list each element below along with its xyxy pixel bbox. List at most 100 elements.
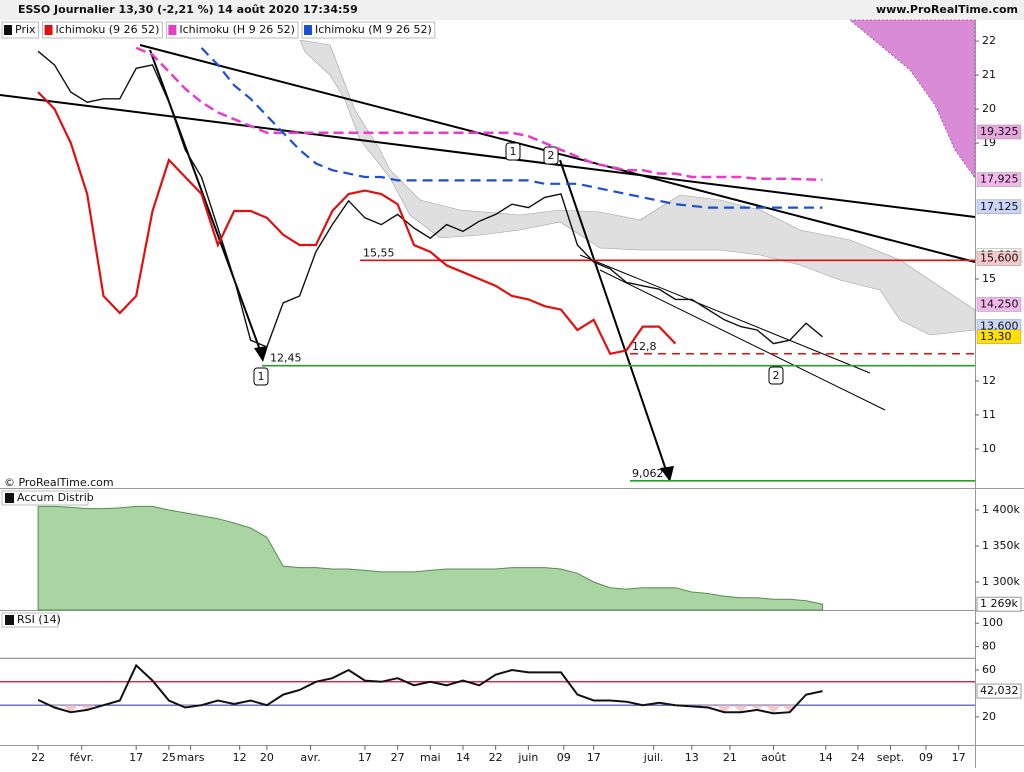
last-value-box (976, 683, 1022, 699)
x-tick-label: 17 (587, 751, 601, 764)
panel-title-box (1, 612, 59, 628)
legend-box (1, 21, 40, 39)
wave-box (505, 142, 521, 161)
x-tick-label: 21 (723, 751, 737, 764)
wave-label: 2 (548, 149, 555, 162)
price-label-box (976, 172, 1022, 187)
x-tick-label: 12 (233, 751, 247, 764)
wave-box (768, 366, 784, 385)
legend-box (301, 21, 436, 39)
x-tick-label: 14 (819, 751, 833, 764)
wave-box (253, 367, 269, 386)
price-label-box (976, 251, 1022, 266)
price-label: 15,600 (980, 252, 1019, 265)
arrow-head (254, 346, 268, 362)
series-line (200, 47, 823, 209)
legend-label: Ichimoku (M 9 26 52) (315, 23, 432, 36)
x-tick-label: 27 (391, 751, 405, 764)
y-tick-label: 22 (982, 34, 996, 47)
panel-title: Accum Distrib (17, 491, 94, 504)
x-tick-label: 22 (31, 751, 45, 764)
wave-label: 1 (258, 370, 265, 383)
y-tick-label: 19 (982, 136, 996, 149)
y-tick-label: 100 (982, 616, 1003, 629)
x-tick-label: 13 (685, 751, 699, 764)
price-label-box (976, 199, 1022, 215)
series-line (37, 50, 823, 348)
arrow-line (559, 159, 667, 471)
x-tick-label: 17 (952, 751, 966, 764)
y-tick-label: 20 (982, 102, 996, 115)
last-value-label: 1 269k (980, 597, 1018, 610)
x-tick-label: 09 (919, 751, 933, 764)
series-line (135, 46, 823, 181)
price-label: 19,325 (980, 125, 1019, 138)
legend-box (165, 21, 299, 39)
level-label: 9,062 (632, 467, 664, 480)
last-value-box (976, 596, 1022, 612)
x-tick-label: 17 (358, 751, 372, 764)
x-tick-label: juil. (643, 751, 664, 764)
channel-line (579, 254, 871, 374)
y-tick-label: 15 (982, 272, 996, 285)
wave-label: 2 (773, 369, 780, 382)
x-tick-label: 09 (557, 751, 571, 764)
y-tick-label: 12 (982, 374, 996, 387)
header-bar (0, 0, 1024, 20)
panel-swatch (5, 615, 14, 625)
panel-title: RSI (14) (17, 613, 61, 626)
price-label: 13,600 (980, 320, 1019, 333)
cloud-upper (848, 19, 976, 180)
price-label: 14,250 (980, 297, 1019, 310)
level-label: 12,8 (632, 340, 657, 353)
legend-swatch (168, 25, 177, 35)
y-tick-label: 20 (982, 710, 996, 723)
trend-line (0, 94, 976, 218)
x-tick-label: 14 (456, 751, 470, 764)
x-tick-label: 25 (162, 751, 176, 764)
area (37, 505, 823, 611)
y-tick-label: 1 400k (982, 503, 1020, 516)
cloud (299, 39, 976, 336)
legend-label: Ichimoku (H 9 26 52) (179, 23, 295, 36)
panel-swatch (5, 493, 14, 503)
site-name: www.ProRealTime.com (876, 3, 1018, 16)
panel-title-box (1, 490, 89, 506)
x-tick-label: avr. (300, 751, 320, 764)
price-label: 13,30 (980, 330, 1012, 343)
y-tick-label: 80 (982, 640, 996, 653)
x-tick-label: août (761, 751, 786, 764)
level-label: 15,55 (363, 246, 395, 259)
last-value-label: 42,032 (980, 684, 1019, 697)
y-tick-label: 1 300k (982, 575, 1020, 588)
price-label: 17,125 (980, 200, 1019, 213)
price-label-box (976, 124, 1022, 140)
legend-box (42, 21, 163, 39)
price-label-box (976, 329, 1022, 345)
rsi-line (37, 663, 823, 715)
x-tick-label: 20 (260, 751, 274, 764)
x-tick-label: 17 (129, 751, 143, 764)
arrow-head (660, 466, 674, 482)
series-line (37, 91, 677, 356)
wave-box (543, 146, 559, 165)
price-label: 17,925 (980, 173, 1019, 186)
x-tick-label: 24 (851, 751, 865, 764)
wave-label: 1 (510, 145, 517, 158)
y-tick-label: 1 350k (982, 539, 1020, 552)
x-tick-label: sept. (877, 751, 904, 764)
legend-swatch (4, 25, 12, 35)
x-tick-label: mars (177, 751, 205, 764)
x-tick-label: 22 (489, 751, 503, 764)
y-tick-label: 60 (982, 663, 996, 676)
y-tick-label: 21 (982, 68, 996, 81)
x-tick-label: juin (517, 751, 538, 764)
level-label: 12,45 (270, 352, 302, 365)
price-label-box (976, 297, 1022, 312)
legend-label: Ichimoku (9 26 52) (56, 23, 160, 36)
chart-title: ESSO Journalier 13,30 (-2,21 %) 14 août … (18, 3, 358, 16)
y-tick-label: 11 (982, 408, 996, 421)
